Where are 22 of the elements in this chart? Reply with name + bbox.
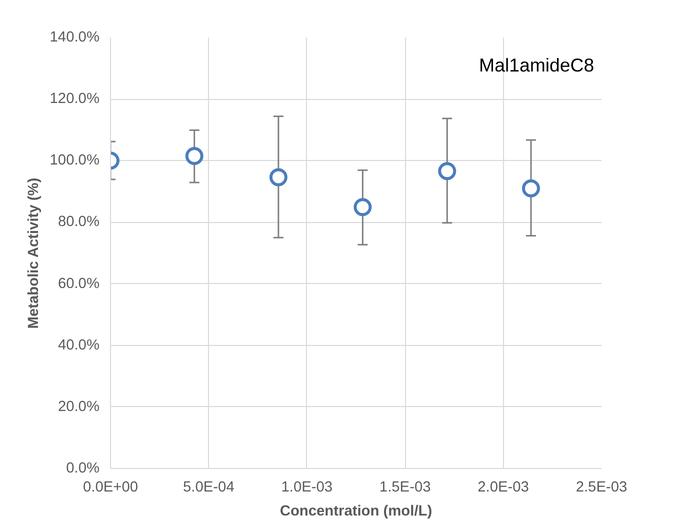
x-tick-label: 2.5E-03 — [576, 480, 628, 496]
x-tick-label: 0.0E+00 — [82, 480, 138, 496]
point — [522, 179, 540, 198]
y-tick-label: 80.0% — [58, 214, 100, 230]
y-tick-label: 0.0% — [66, 460, 100, 476]
x-tick-label: 5.0E-04 — [183, 480, 234, 496]
point — [354, 198, 372, 216]
x-tick-label: 1.0E-03 — [281, 480, 333, 496]
y-axis-title: Metabolic Activity (%) — [26, 178, 42, 329]
y-tick-label: 20.0% — [58, 398, 100, 415]
y-tick-label: 140.0% — [50, 30, 100, 46]
y-tick-label: 60.0% — [58, 276, 100, 292]
point — [269, 168, 288, 186]
annotation: Mal1amideC8 — [479, 54, 594, 76]
x-tick-label: 1.5E-03 — [379, 480, 431, 496]
y-tick-label: 100.0% — [50, 152, 100, 169]
y-tick-label: 40.0% — [58, 337, 100, 354]
y-tick-label: 120.0% — [50, 91, 100, 108]
point — [185, 147, 204, 166]
x-axis-title: Concentration (mol/L) — [280, 504, 432, 520]
point — [438, 162, 456, 180]
x-tick-label: 2.0E-03 — [478, 480, 529, 496]
